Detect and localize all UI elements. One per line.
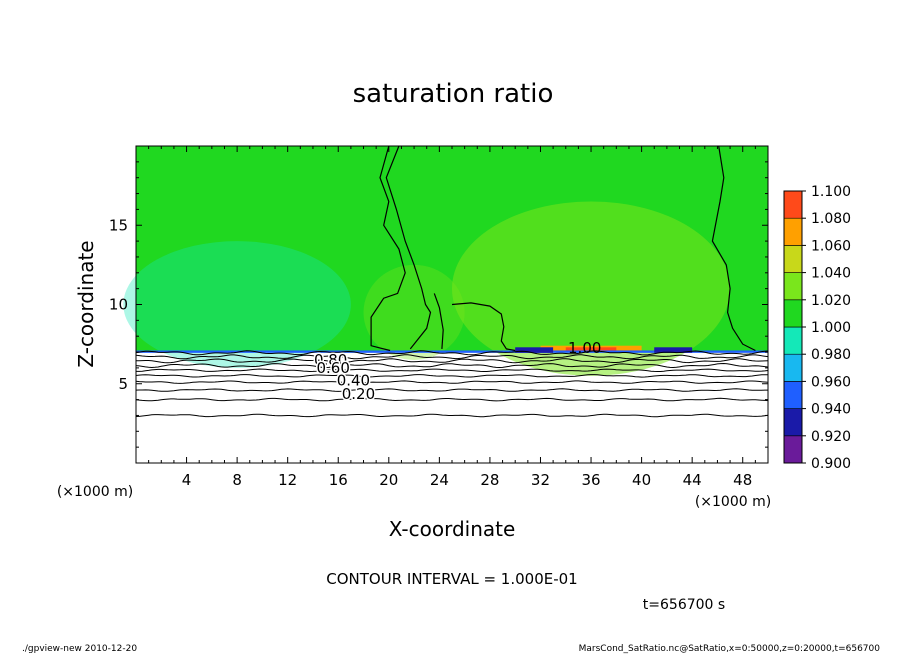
- chart-title: saturation ratio: [353, 79, 554, 109]
- colorbar-swatch: [783, 190, 803, 219]
- x-tick-label: 20: [379, 471, 398, 489]
- contour-line-1.00: [711, 145, 756, 352]
- contour-label: 0.60: [316, 359, 349, 377]
- footer-right: MarsCond_SatRatio.nc@SatRatio,x=0:50000,…: [579, 644, 881, 654]
- colorbar-label: 0.900: [811, 456, 851, 472]
- z-axis-ticks: 5 10 15: [109, 145, 768, 464]
- colorbar-label: 0.960: [811, 374, 851, 390]
- contour-line: [135, 413, 769, 418]
- colorbar-swatch: [783, 299, 803, 328]
- colorbar-label: 1.020: [811, 293, 851, 309]
- contour-label: 0.40: [337, 372, 370, 390]
- x-tick-label: 4: [182, 471, 192, 489]
- contour-interval-text: CONTOUR INTERVAL = 1.000E-01: [326, 570, 577, 588]
- plot-area: 1.000.800.600.400.20 4 8 12 16 20 24 28 32 36 40 4…: [109, 145, 769, 489]
- field-region-dry-patch-1: [515, 347, 554, 353]
- contour-label: 0.20: [342, 385, 375, 403]
- contour-line: [135, 374, 768, 378]
- field-region-subsaturated-west: [123, 241, 351, 368]
- x-tick-label: 16: [329, 471, 348, 489]
- footer-left: ./gpview-new 2010-12-20: [22, 644, 137, 654]
- field-region-dry-patch-2: [654, 347, 693, 353]
- colorbar-label: 1.000: [811, 320, 851, 336]
- contour-labels: 1.00 0.800.600.400.20: [312, 339, 601, 404]
- color-field: [123, 146, 768, 376]
- colorbar-label: 1.080: [811, 211, 851, 227]
- field-region-plume-east: [452, 201, 731, 376]
- x-tick-label: 8: [232, 471, 242, 489]
- colorbar-label: 0.920: [811, 429, 851, 445]
- z-tick-label: 15: [109, 216, 128, 234]
- colorbar-label: 1.100: [811, 184, 851, 200]
- contour-line: [135, 362, 769, 369]
- contour-line: [135, 358, 769, 364]
- field-region-supersaturated-core: [565, 347, 617, 352]
- contour-line: [135, 354, 769, 360]
- x-tick-label: 40: [632, 471, 651, 489]
- field-region-plume-mid: [363, 264, 465, 360]
- contour-line: [135, 388, 768, 392]
- contour-line: [135, 397, 769, 402]
- colorbar-swatch: [783, 245, 803, 273]
- colorbar-swatch: [783, 326, 803, 355]
- x-axis-ticks: 4 8 12 16 20 24 28 32 36 40 44 48: [135, 146, 769, 489]
- contour-lines: [135, 145, 769, 418]
- colorbar-swatch: [783, 435, 803, 464]
- x-tick-label: 32: [531, 471, 550, 489]
- colorbar: 0.900 0.920 0.940 0.960 0.980 1.000 1.020 1.040…: [783, 184, 851, 472]
- colorbar-swatch: [783, 408, 803, 437]
- contour-label: 1.00: [568, 339, 601, 357]
- z-axis-label: Z-coordinate: [74, 240, 98, 367]
- colorbar-label: 1.060: [811, 238, 851, 254]
- x-tick-label: 28: [480, 471, 499, 489]
- x-tick-label: 24: [430, 471, 449, 489]
- x-unit-label-left: (×1000 m): [57, 484, 133, 500]
- field-region-boundary-layer: [136, 350, 768, 353]
- colorbar-label: 0.980: [811, 347, 851, 363]
- z-tick-label: 10: [109, 296, 128, 314]
- contour-line: [135, 380, 769, 384]
- contour-line: [135, 350, 769, 356]
- contour-line-1.00: [433, 293, 444, 349]
- colorbar-label: 1.040: [811, 266, 851, 282]
- contour-line: [136, 368, 769, 373]
- x-tick-label: 44: [683, 471, 702, 489]
- colorbar-swatch: [783, 217, 803, 246]
- time-text: t=656700 s: [643, 597, 725, 613]
- colorbar-swatch: [783, 381, 803, 409]
- x-axis-label: X-coordinate: [389, 517, 516, 541]
- x-tick-label: 48: [733, 471, 752, 489]
- contour-line-1.00: [385, 145, 432, 350]
- contour-line-1.00: [451, 302, 516, 352]
- x-tick-label: 12: [278, 471, 297, 489]
- colorbar-label: 0.940: [811, 402, 851, 418]
- colorbar-swatch: [783, 353, 803, 382]
- x-tick-label: 36: [581, 471, 600, 489]
- x-unit-label-right: (×1000 m): [695, 494, 771, 510]
- colorbar-swatch: [783, 272, 803, 301]
- z-tick-label: 5: [118, 375, 128, 393]
- contour-label: 0.80: [314, 351, 347, 369]
- contour-line-1.00: [370, 145, 406, 352]
